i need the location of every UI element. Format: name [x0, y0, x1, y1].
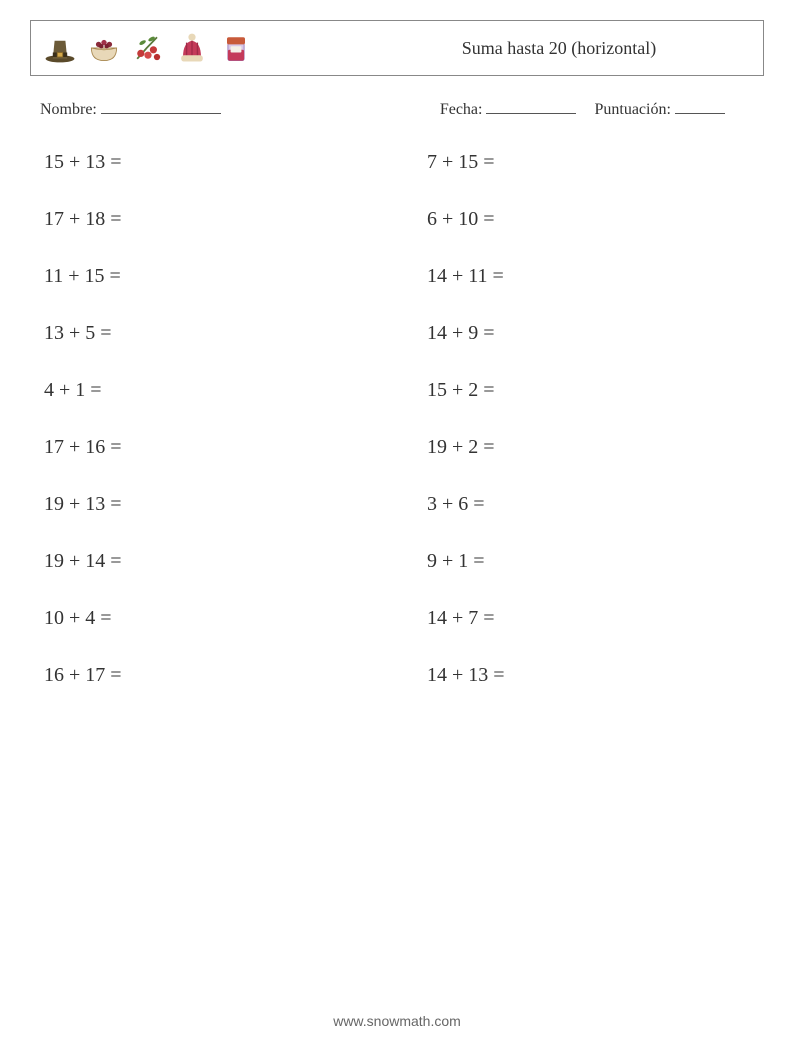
header-box: Suma hasta 20 (horizontal) [30, 20, 764, 76]
jam-jar-icon [217, 27, 255, 69]
problem-cell: 4 + 1 = [44, 379, 367, 402]
problem-cell: 14 + 7 = [427, 607, 750, 630]
problem-cell: 14 + 13 = [427, 664, 750, 687]
problem-cell: 19 + 13 = [44, 493, 367, 516]
problem-cell: 16 + 17 = [44, 664, 367, 687]
problem-cell: 14 + 9 = [427, 322, 750, 345]
date-label: Fecha: [440, 101, 483, 118]
problem-cell: 13 + 5 = [44, 322, 367, 345]
bowl-berries-icon [85, 27, 123, 69]
problems-grid: 15 + 13 = 7 + 15 = 17 + 18 = 6 + 10 = 11… [44, 151, 750, 687]
header-icons-row [41, 27, 255, 69]
problem-cell: 11 + 15 = [44, 265, 367, 288]
problem-cell: 15 + 13 = [44, 151, 367, 174]
winter-hat-icon [173, 27, 211, 69]
worksheet-title: Suma hasta 20 (horizontal) [255, 38, 753, 59]
pilgrim-hat-icon [41, 27, 79, 69]
score-blank[interactable] [675, 100, 725, 114]
problem-cell: 19 + 2 = [427, 436, 750, 459]
name-blank[interactable] [101, 100, 221, 114]
problem-cell: 10 + 4 = [44, 607, 367, 630]
problem-cell: 17 + 16 = [44, 436, 367, 459]
problem-cell: 6 + 10 = [427, 208, 750, 231]
score-label: Puntuación: [594, 101, 670, 118]
problem-cell: 17 + 18 = [44, 208, 367, 231]
name-label: Nombre: [40, 101, 97, 118]
score-field-group: Puntuación: [594, 100, 724, 119]
berries-branch-icon [129, 27, 167, 69]
worksheet-page: Suma hasta 20 (horizontal) Nombre: Fecha… [0, 0, 794, 687]
problem-cell: 14 + 11 = [427, 265, 750, 288]
info-row: Nombre: Fecha: Puntuación: [40, 100, 754, 119]
problem-cell: 19 + 14 = [44, 550, 367, 573]
name-field-group: Nombre: [40, 100, 440, 119]
date-blank[interactable] [486, 100, 576, 114]
problem-cell: 9 + 1 = [427, 550, 750, 573]
problem-cell: 15 + 2 = [427, 379, 750, 402]
problem-cell: 3 + 6 = [427, 493, 750, 516]
problem-cell: 7 + 15 = [427, 151, 750, 174]
footer-link[interactable]: www.snowmath.com [0, 1013, 794, 1029]
date-field-group: Fecha: [440, 100, 577, 119]
